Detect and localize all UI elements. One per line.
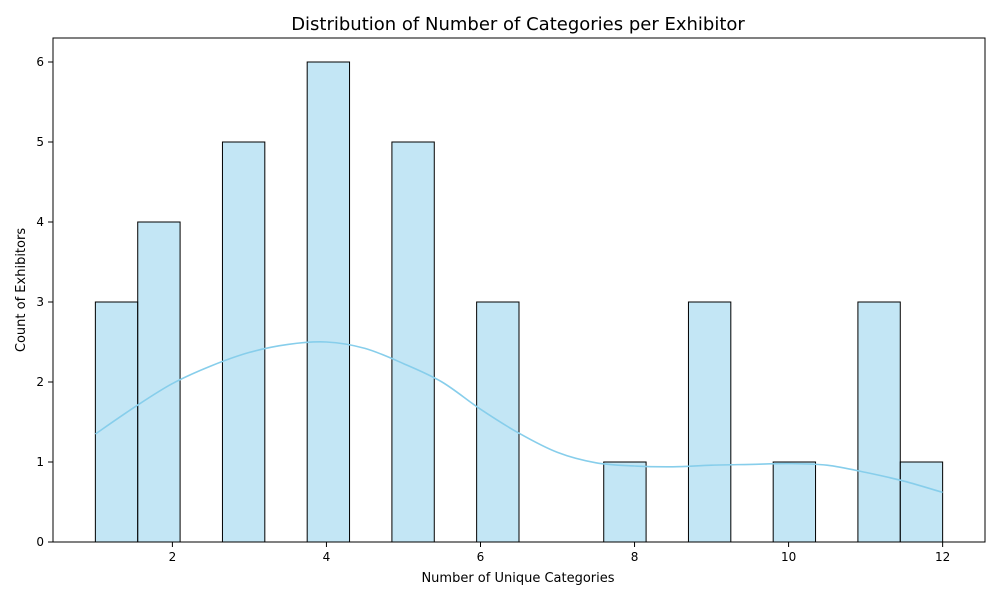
kde-curve-group: [94, 341, 943, 494]
y-tick-label: 5: [36, 135, 44, 149]
histogram-bar: [772, 461, 817, 543]
x-tick-label: 10: [781, 550, 796, 564]
histogram-bar: [306, 61, 351, 543]
histogram-bar: [476, 301, 520, 543]
y-tick-label: 3: [36, 295, 44, 309]
x-axis-label: Number of Unique Categories: [421, 571, 614, 586]
histogram-bar: [603, 461, 647, 543]
histogram-bar: [899, 461, 944, 543]
y-tick-label: 1: [36, 455, 44, 469]
histogram-bar: [137, 221, 181, 543]
chart-title: Distribution of Number of Categories per…: [291, 14, 745, 35]
histogram-bar: [221, 141, 266, 543]
y-tick-label: 0: [36, 535, 44, 549]
histogram-bar: [94, 301, 139, 543]
x-tick-label: 4: [323, 550, 331, 564]
x-tick-label: 6: [477, 550, 485, 564]
y-tick-label: 6: [36, 55, 44, 69]
kde-curve: [94, 341, 943, 494]
y-tick-label: 4: [36, 215, 44, 229]
x-tick-label: 12: [935, 550, 950, 564]
histogram-bar: [687, 301, 732, 543]
histogram-bar: [857, 301, 901, 543]
histogram-bar: [391, 141, 435, 543]
y-axis-label: Count of Exhibitors: [14, 228, 29, 352]
histogram-bars: [94, 61, 944, 543]
y-tick-label: 2: [36, 375, 44, 389]
x-tick-label: 2: [169, 550, 177, 564]
plot-frame: [52, 37, 986, 543]
x-tick-label: 8: [631, 550, 639, 564]
